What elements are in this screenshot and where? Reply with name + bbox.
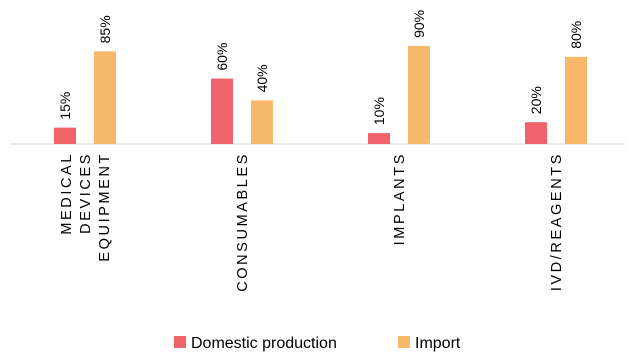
category-label-4: IVD/REAGENTS	[549, 152, 565, 291]
data-label-domestic-production-4: 20%	[528, 86, 544, 114]
bar-import-3	[408, 45, 430, 144]
bar-domestic-production-1	[54, 127, 76, 144]
bar-import-4	[565, 56, 587, 144]
category-label-1-line-1: MEDICAL	[59, 152, 75, 235]
legend-swatch-import	[398, 336, 410, 348]
data-label-domestic-production-2: 60%	[214, 43, 230, 71]
category-labels-group: MEDICAL DEVICES EQUIPMENT CONSUMABLES IMPLAN…	[59, 152, 565, 292]
data-labels-group: 15% 60% 10% 20% 85% 40% 90% 80%	[57, 10, 584, 125]
data-label-import-2: 40%	[254, 64, 270, 92]
bar-import-1	[94, 51, 116, 144]
bar-domestic-production-4	[525, 122, 547, 144]
data-label-domestic-production-1: 15%	[57, 92, 73, 120]
data-label-import-1: 85%	[97, 15, 113, 43]
category-label-1-line-2: DEVICES	[78, 152, 94, 234]
category-label-3: IMPLANTS	[392, 152, 408, 245]
legend-swatch-domestic	[174, 336, 186, 348]
category-label-2: CONSUMABLES	[235, 152, 251, 292]
bar-domestic-production-2	[211, 78, 233, 144]
legend-label-domestic: Domestic production	[191, 335, 337, 352]
bars-group	[54, 45, 587, 144]
bar-import-2	[251, 100, 273, 144]
data-label-import-3: 90%	[411, 10, 427, 38]
data-label-domestic-production-3: 10%	[371, 97, 387, 125]
category-label-1-line-3: EQUIPMENT	[97, 152, 113, 262]
legend: Domestic production Import	[174, 335, 461, 352]
data-label-import-4: 80%	[568, 21, 584, 49]
legend-label-import: Import	[415, 335, 461, 352]
bar-domestic-production-3	[368, 133, 390, 144]
